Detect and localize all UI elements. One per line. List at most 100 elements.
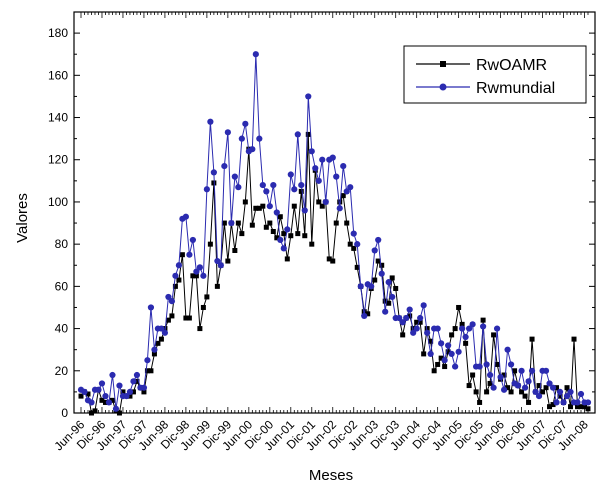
- data-point-Rwmundial: [574, 399, 581, 406]
- data-point-Rwmundial: [490, 384, 497, 391]
- data-point-Rwmundial: [319, 156, 326, 163]
- data-point-Rwmundial: [315, 177, 322, 184]
- data-point-RwOAMR: [431, 368, 437, 374]
- data-point-RwOAMR: [225, 258, 231, 264]
- data-point-Rwmundial: [235, 184, 242, 191]
- data-point-RwOAMR: [365, 311, 371, 317]
- data-point-RwOAMR: [575, 404, 581, 410]
- data-point-RwOAMR: [442, 364, 448, 370]
- data-point-Rwmundial: [196, 264, 203, 271]
- data-point-Rwmundial: [329, 154, 336, 161]
- data-point-Rwmundial: [207, 118, 214, 125]
- legend-label-RwOAMR: RwOAMR: [476, 57, 547, 74]
- series-layer: [77, 51, 592, 416]
- data-point-RwOAMR: [281, 231, 287, 237]
- data-point-Rwmundial: [413, 325, 420, 332]
- data-point-Rwmundial: [287, 171, 294, 178]
- data-point-Rwmundial: [459, 325, 466, 332]
- data-point-Rwmundial: [161, 329, 169, 336]
- data-point-RwOAMR: [372, 277, 378, 283]
- data-point-RwOAMR: [197, 326, 203, 332]
- data-point-RwOAMR: [456, 304, 462, 310]
- y-tick-label: 60: [55, 279, 69, 293]
- data-point-RwOAMR: [116, 410, 122, 416]
- data-point-RwOAMR: [263, 224, 269, 230]
- data-point-Rwmundial: [95, 386, 102, 393]
- data-point-RwOAMR: [232, 247, 238, 253]
- data-point-Rwmundial: [396, 314, 403, 322]
- data-point-Rwmundial: [270, 181, 277, 189]
- data-point-RwOAMR: [88, 410, 94, 416]
- data-point-Rwmundial: [417, 314, 424, 322]
- data-point-RwOAMR: [207, 241, 213, 247]
- data-point-Rwmundial: [549, 384, 557, 391]
- data-point-RwOAMR: [382, 298, 388, 304]
- data-point-Rwmundial: [273, 209, 280, 216]
- data-point-RwOAMR: [319, 203, 325, 209]
- data-point-Rwmundial: [500, 386, 508, 393]
- data-point-Rwmundial: [466, 325, 473, 332]
- data-point-Rwmundial: [140, 384, 148, 391]
- data-point-RwOAMR: [260, 203, 266, 209]
- data-point-Rwmundial: [98, 380, 106, 387]
- data-point-RwOAMR: [267, 220, 273, 226]
- data-point-RwOAMR: [183, 315, 189, 321]
- data-point-RwOAMR: [522, 393, 528, 399]
- data-point-Rwmundial: [147, 304, 155, 311]
- data-point-RwOAMR: [284, 256, 290, 262]
- data-point-Rwmundial: [399, 319, 406, 326]
- data-point-RwOAMR: [120, 389, 126, 395]
- y-tick-label: 100: [48, 195, 68, 209]
- data-point-Rwmundial: [368, 283, 375, 290]
- y-tick-label: 20: [55, 364, 69, 378]
- data-point-RwOAMR: [463, 340, 469, 346]
- data-point-RwOAMR: [302, 233, 308, 239]
- legend-label-Rwmundial: Rwmundial: [476, 80, 555, 97]
- data-point-RwOAMR: [494, 361, 500, 367]
- data-point-Rwmundial: [277, 236, 284, 244]
- data-point-Rwmundial: [203, 186, 210, 193]
- data-point-Rwmundial: [133, 371, 141, 379]
- data-point-Rwmundial: [175, 262, 183, 269]
- data-point-RwOAMR: [389, 275, 395, 281]
- data-point-Rwmundial: [556, 388, 564, 395]
- data-point-Rwmundial: [221, 162, 228, 170]
- data-point-Rwmundial: [382, 308, 389, 315]
- data-point-RwOAMR: [501, 372, 507, 378]
- data-point-Rwmundial: [476, 363, 483, 370]
- data-point-RwOAMR: [179, 252, 185, 258]
- data-point-Rwmundial: [123, 393, 130, 400]
- data-point-Rwmundial: [151, 346, 158, 353]
- data-point-RwOAMR: [130, 389, 136, 395]
- data-point-RwOAMR: [484, 389, 490, 395]
- data-point-RwOAMR: [204, 294, 210, 300]
- data-point-Rwmundial: [480, 323, 487, 330]
- data-point-Rwmundial: [280, 245, 287, 252]
- plot-frame: [73, 11, 596, 414]
- y-tick-label: 180: [48, 26, 68, 40]
- data-point-Rwmundial: [343, 188, 350, 195]
- data-point-RwOAMR: [424, 326, 430, 332]
- data-point-Rwmundial: [231, 173, 238, 180]
- data-point-RwOAMR: [270, 228, 276, 234]
- data-point-RwOAMR: [421, 351, 427, 357]
- data-point-Rwmundial: [238, 135, 245, 142]
- data-point-RwOAMR: [564, 385, 570, 391]
- data-point-Rwmundial: [165, 293, 172, 301]
- data-point-RwOAMR: [291, 203, 297, 209]
- data-point-Rwmundial: [525, 378, 532, 385]
- data-point-RwOAMR: [316, 199, 322, 205]
- data-point-RwOAMR: [480, 317, 486, 323]
- data-point-RwOAMR: [109, 397, 115, 403]
- data-point-RwOAMR: [414, 319, 420, 325]
- data-point-RwOAMR: [578, 404, 584, 410]
- data-point-Rwmundial: [528, 367, 536, 374]
- data-point-Rwmundial: [168, 298, 176, 305]
- data-point-Rwmundial: [322, 198, 329, 206]
- data-point-RwOAMR: [543, 385, 549, 391]
- data-point-Rwmundial: [340, 162, 347, 170]
- data-point-Rwmundial: [144, 357, 151, 364]
- data-point-Rwmundial: [542, 367, 550, 374]
- data-point-Rwmundial: [217, 262, 224, 269]
- data-point-Rwmundial: [259, 181, 266, 189]
